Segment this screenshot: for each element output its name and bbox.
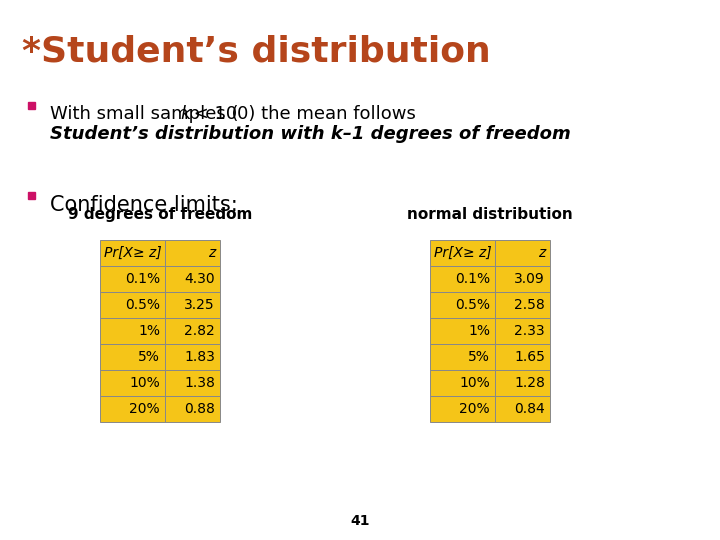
Text: 3.09: 3.09 — [514, 272, 545, 286]
Text: 5%: 5% — [468, 350, 490, 364]
Text: 0.1%: 0.1% — [455, 272, 490, 286]
Text: *Student’s distribution: *Student’s distribution — [22, 35, 491, 69]
Bar — [495, 318, 550, 344]
Text: k: k — [180, 105, 190, 123]
Bar — [165, 240, 220, 266]
Bar — [100, 292, 165, 318]
Bar — [100, 318, 165, 344]
Text: Pr[X≥ z]: Pr[X≥ z] — [104, 246, 161, 260]
Text: 10%: 10% — [130, 376, 160, 390]
Bar — [495, 396, 550, 422]
Text: 1%: 1% — [468, 324, 490, 338]
Text: 1%: 1% — [138, 324, 160, 338]
Bar — [430, 266, 495, 292]
Text: 1.28: 1.28 — [514, 376, 545, 390]
Bar — [165, 266, 220, 292]
Bar — [165, 396, 220, 422]
Text: 20%: 20% — [459, 402, 490, 416]
Text: 2.58: 2.58 — [514, 298, 545, 312]
Text: 10%: 10% — [459, 376, 490, 390]
Text: 2.82: 2.82 — [184, 324, 215, 338]
Text: 20%: 20% — [130, 402, 160, 416]
Bar — [28, 102, 35, 109]
Bar — [495, 292, 550, 318]
Text: Confidence limits:: Confidence limits: — [50, 195, 238, 215]
Text: 1.65: 1.65 — [514, 350, 545, 364]
Text: 3.25: 3.25 — [184, 298, 215, 312]
Text: normal distribution: normal distribution — [407, 207, 573, 222]
Bar — [165, 318, 220, 344]
Text: 0.5%: 0.5% — [125, 298, 160, 312]
Bar — [430, 344, 495, 370]
Text: 1.38: 1.38 — [184, 376, 215, 390]
Bar — [100, 370, 165, 396]
Bar — [430, 292, 495, 318]
Text: Pr[X≥ z]: Pr[X≥ z] — [433, 246, 491, 260]
Text: < 100) the mean follows: < 100) the mean follows — [188, 105, 416, 123]
Bar — [495, 370, 550, 396]
Text: 9 degrees of freedom: 9 degrees of freedom — [68, 207, 252, 222]
Bar — [100, 240, 165, 266]
Bar — [495, 266, 550, 292]
Text: 2.33: 2.33 — [514, 324, 545, 338]
Bar — [165, 370, 220, 396]
Text: Student’s distribution with k–1 degrees of freedom: Student’s distribution with k–1 degrees … — [50, 125, 571, 143]
Text: 0.84: 0.84 — [514, 402, 545, 416]
Bar — [100, 396, 165, 422]
Bar — [165, 344, 220, 370]
Text: 5%: 5% — [138, 350, 160, 364]
Bar — [430, 396, 495, 422]
Text: 0.5%: 0.5% — [455, 298, 490, 312]
Bar — [495, 240, 550, 266]
Bar — [430, 318, 495, 344]
Text: z: z — [208, 246, 215, 260]
Bar — [100, 266, 165, 292]
Text: z: z — [538, 246, 545, 260]
Text: 0.88: 0.88 — [184, 402, 215, 416]
Bar — [100, 344, 165, 370]
Bar — [165, 292, 220, 318]
Text: With small samples (: With small samples ( — [50, 105, 238, 123]
Bar — [28, 192, 35, 199]
Text: 41: 41 — [350, 514, 370, 528]
Bar — [495, 344, 550, 370]
Text: 1.83: 1.83 — [184, 350, 215, 364]
Text: 0.1%: 0.1% — [125, 272, 160, 286]
Bar — [430, 370, 495, 396]
Bar — [430, 240, 495, 266]
Text: 4.30: 4.30 — [184, 272, 215, 286]
